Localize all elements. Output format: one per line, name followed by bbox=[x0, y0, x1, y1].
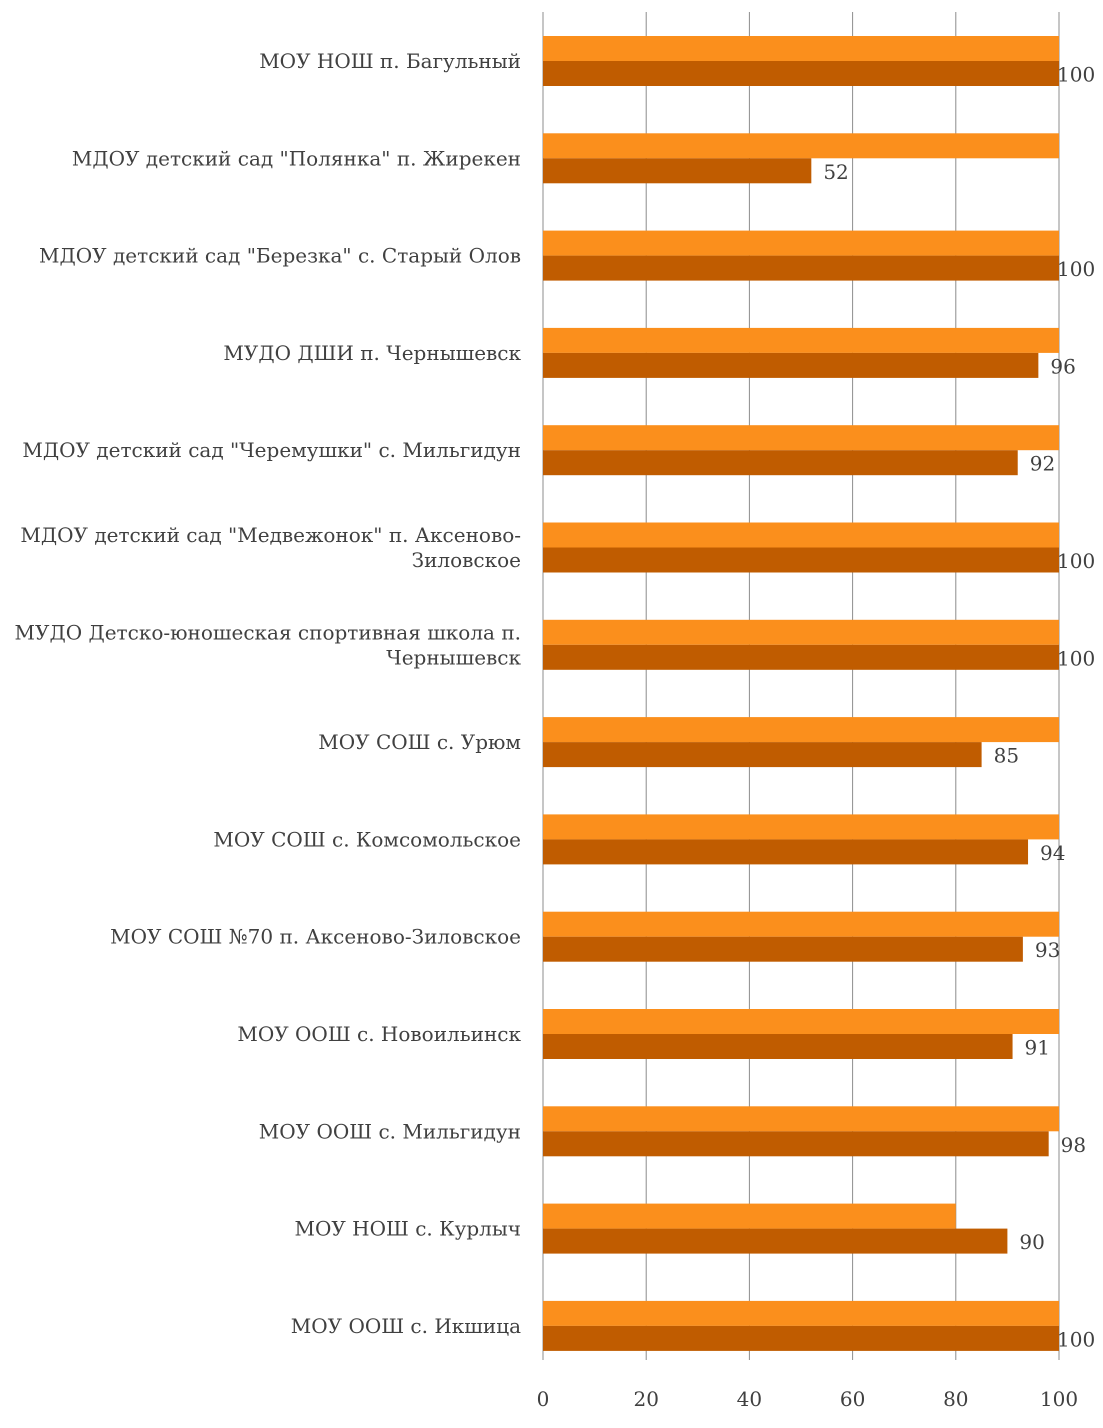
data-label: 100 bbox=[1057, 549, 1095, 573]
category-label: МОУ ООШ с. Мильгидун bbox=[259, 1119, 521, 1143]
bar-series-1 bbox=[543, 522, 1059, 548]
bar-series-2 bbox=[543, 839, 1029, 865]
bar-series-1 bbox=[543, 814, 1059, 840]
bar-series-2 bbox=[543, 158, 812, 184]
bar-series-1 bbox=[543, 133, 1059, 159]
bar-series-2 bbox=[543, 450, 1018, 476]
bar-series-2 bbox=[543, 1228, 1008, 1254]
data-label: 96 bbox=[1050, 354, 1075, 378]
data-label: 100 bbox=[1057, 63, 1095, 87]
category-label: МУДО Детско-юношеская спортивная школа п… bbox=[15, 620, 521, 644]
bar-series-2 bbox=[543, 936, 1023, 962]
bar-series-2 bbox=[543, 742, 982, 768]
category-label: МОУ СОШ с. Комсомольское bbox=[213, 827, 521, 851]
data-label: 93 bbox=[1035, 938, 1060, 962]
bar-series-2 bbox=[543, 547, 1059, 573]
data-label: 91 bbox=[1025, 1036, 1050, 1060]
bar-series-2 bbox=[543, 255, 1059, 281]
data-label: 98 bbox=[1061, 1133, 1086, 1157]
category-label: МОУ НОШ п. Багульный bbox=[259, 49, 521, 73]
bar-series-1 bbox=[543, 717, 1059, 743]
bar-series-2 bbox=[543, 61, 1059, 86]
bar-series-2 bbox=[543, 1131, 1049, 1157]
bar-series-1 bbox=[543, 425, 1059, 451]
bar-series-1 bbox=[543, 911, 1059, 937]
bar-series-2 bbox=[543, 1325, 1059, 1351]
category-label: МОУ НОШ с. Курлыч bbox=[294, 1217, 521, 1241]
data-label: 94 bbox=[1040, 841, 1065, 865]
data-label: 100 bbox=[1057, 646, 1095, 670]
data-label: 92 bbox=[1030, 452, 1055, 476]
category-label: МОУ ООШ с. Новоильинск bbox=[237, 1022, 521, 1046]
x-tick-label: 0 bbox=[537, 1387, 550, 1411]
category-label: МОУ СОШ №70 п. Аксеново-Зиловское bbox=[110, 925, 521, 949]
bar-series-1 bbox=[543, 1203, 956, 1229]
x-tick-label: 20 bbox=[633, 1387, 658, 1411]
category-label: МУДО ДШИ п. Чернышевск bbox=[223, 341, 521, 365]
category-label: МДОУ детский сад "Медвежонок" п. Аксенов… bbox=[20, 523, 521, 547]
data-label: 90 bbox=[1019, 1230, 1044, 1254]
bar-series-1 bbox=[543, 327, 1059, 353]
x-tick-label: 40 bbox=[737, 1387, 762, 1411]
category-label: МДОУ детский сад "Полянка" п. Жирекен bbox=[72, 146, 521, 170]
x-tick-label: 80 bbox=[943, 1387, 968, 1411]
category-label: Чернышевск bbox=[386, 645, 521, 669]
data-label: 85 bbox=[994, 744, 1019, 768]
category-label: МДОУ детский сад "Березка" с. Старый Оло… bbox=[39, 244, 521, 268]
category-label: МОУ СОШ с. Урюм bbox=[318, 730, 521, 754]
x-tick-label: 100 bbox=[1040, 1387, 1078, 1411]
data-label: 100 bbox=[1057, 1327, 1095, 1351]
data-label: 100 bbox=[1057, 257, 1095, 281]
bar-series-2 bbox=[543, 352, 1039, 378]
bar-series-1 bbox=[543, 619, 1059, 645]
bar-series-1 bbox=[543, 36, 1059, 61]
bar-series-1 bbox=[543, 1009, 1059, 1034]
data-label: 52 bbox=[823, 160, 848, 184]
bar-series-1 bbox=[543, 1300, 1059, 1326]
x-tick-label: 60 bbox=[840, 1387, 865, 1411]
category-label: Зиловское bbox=[412, 548, 521, 572]
category-label: МОУ ООШ с. Икшица bbox=[291, 1314, 521, 1338]
category-label: МДОУ детский сад "Черемушки" с. Мильгиду… bbox=[22, 438, 521, 462]
bar-series-2 bbox=[543, 1034, 1013, 1059]
bar-series-1 bbox=[543, 230, 1059, 256]
bar-series-1 bbox=[543, 1106, 1059, 1132]
bar-series-2 bbox=[543, 644, 1059, 670]
